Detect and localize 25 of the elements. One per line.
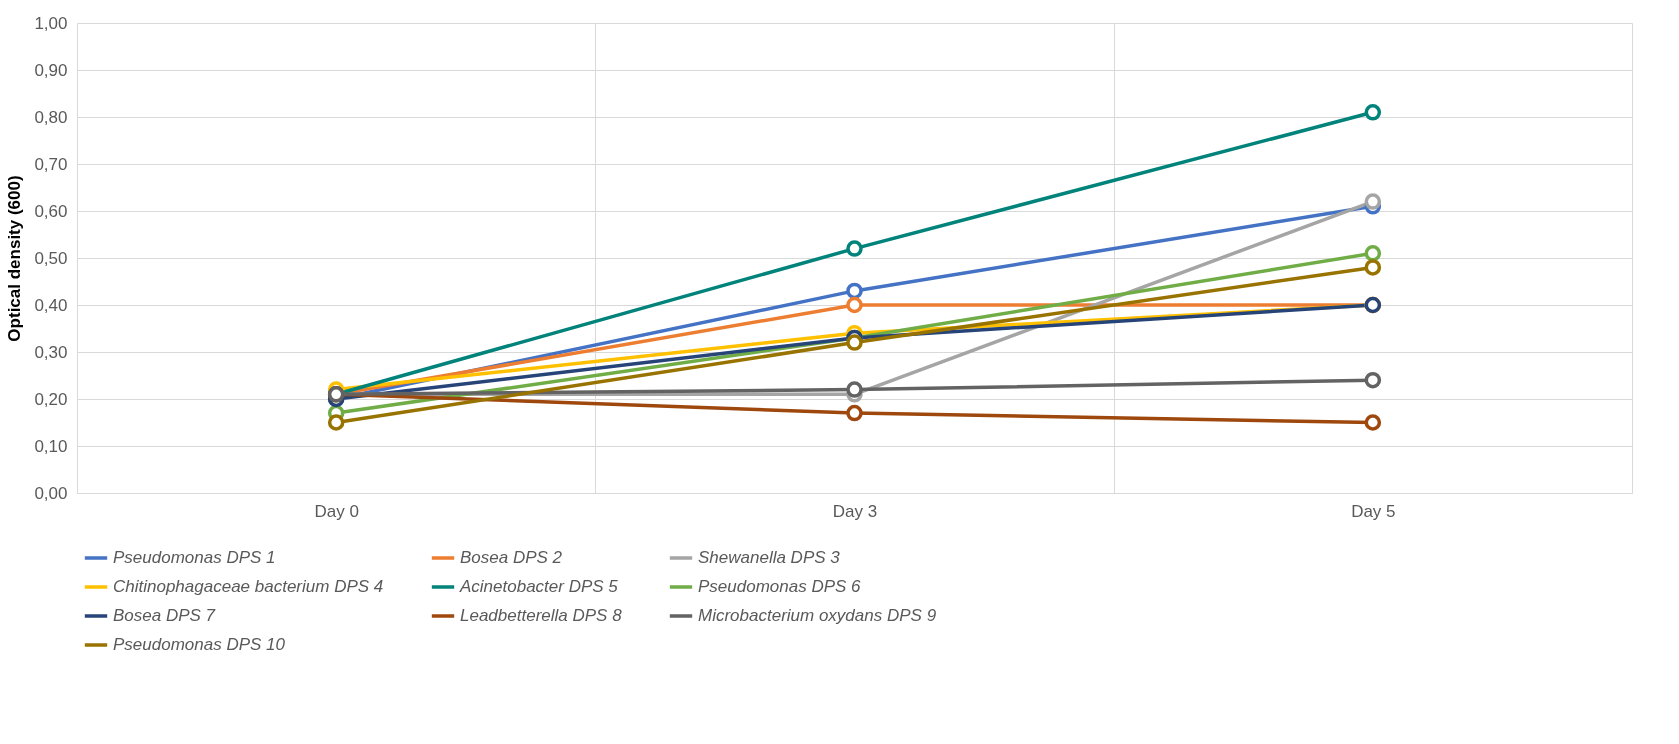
legend-label: Pseudomonas DPS 10 [113,635,286,654]
legend-label: Bosea DPS 7 [113,606,216,625]
y-tick-label: 0,80 [34,107,68,127]
x-tick-label: Day 0 [314,501,359,521]
legend-label: Microbacterium oxydans DPS 9 [698,606,937,625]
x-tick-label: Day 3 [832,501,878,521]
y-tick-label: 0,70 [34,154,68,174]
legend-label: Pseudomonas DPS 6 [698,577,862,596]
y-tick-label: 0,60 [34,201,68,221]
legend-label: Chitinophagaceae bacterium DPS 4 [113,577,384,596]
y-tick-label: 0,40 [34,295,68,315]
legend-label: Bosea DPS 2 [460,548,563,567]
y-axis-title: Optical density (600) [5,175,25,342]
y-tick-label: 0,00 [34,483,68,503]
x-tick-label: Day 5 [1351,501,1396,521]
y-tick-label: 0,10 [34,436,68,456]
legend-label: Leadbetterella DPS 8 [460,606,623,625]
y-tick-label: 0,50 [34,248,68,268]
y-tick-label: 0,90 [34,60,68,80]
y-tick-label: 0,20 [34,389,68,409]
y-tick-label: 0,30 [34,342,68,362]
legend-label: Pseudomonas DPS 1 [113,548,276,567]
y-tick-label: 1,00 [34,13,68,33]
legend-label: Acinetobacter DPS 5 [459,577,619,596]
legend-label: Shewanella DPS 3 [698,548,841,567]
